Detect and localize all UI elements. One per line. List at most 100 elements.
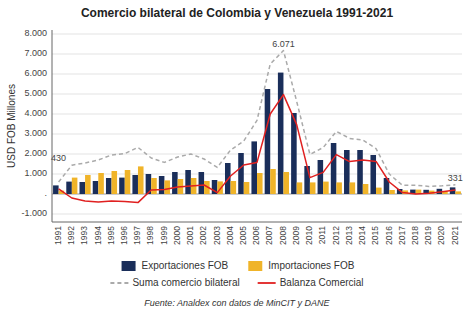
bar: [363, 184, 369, 194]
grid-line: [52, 94, 462, 95]
bar: [376, 188, 382, 194]
chart: Comercio bilateral de Colombia y Venezue…: [0, 0, 474, 317]
x-tick-label: 2019: [423, 226, 433, 245]
bar: [336, 182, 342, 194]
x-tick-label: 2018: [410, 226, 420, 245]
x-axis-line: [52, 222, 462, 223]
x-tick-label: 2014: [357, 226, 367, 245]
bar: [172, 172, 178, 194]
bar: [132, 175, 138, 194]
marks: [53, 51, 461, 203]
x-tick-label: 2005: [238, 226, 248, 245]
x-tick-label: 2006: [251, 226, 261, 245]
y-tick-label: 4.000: [24, 108, 47, 118]
grid-line: [52, 34, 462, 35]
legend: Exportaciones FOB Importaciones FOB Suma c…: [110, 260, 363, 288]
bar: [53, 185, 59, 194]
source: Fuente: Analdex con datos de MinCIT y DA…: [144, 298, 330, 308]
annotation: 430: [51, 153, 66, 163]
bar: [151, 178, 157, 194]
line: [59, 51, 456, 187]
bar: [257, 173, 263, 194]
x-tick-label: 1995: [106, 226, 116, 245]
title: Comercio bilateral de Colombia y Venezue…: [81, 6, 393, 20]
bar: [185, 170, 191, 194]
y-tick-label: 7.000: [24, 48, 47, 58]
grid-line: [52, 214, 462, 215]
bar: [304, 166, 310, 194]
bar: [270, 169, 276, 194]
y-axis-label: USD FOB Millones: [6, 84, 17, 168]
bar: [297, 182, 303, 194]
legend-swatch: [110, 282, 128, 284]
x-tick-label: 2008: [278, 226, 288, 245]
legend-label: Balanza Comercial: [280, 277, 364, 288]
y-axis-line: [52, 30, 53, 222]
legend-item: Importaciones FOB: [248, 260, 354, 271]
bar: [291, 113, 297, 194]
bar: [138, 166, 144, 194]
bar: [278, 73, 284, 194]
x-tick-label: 2007: [264, 226, 274, 245]
legend-row: Exportaciones FOB Importaciones FOB: [122, 260, 355, 271]
grid-line: [52, 54, 462, 55]
bar: [93, 181, 99, 194]
legend-item: Suma comercio bilateral: [110, 277, 239, 288]
x-tick-label: 2015: [370, 226, 380, 245]
bar: [310, 182, 316, 194]
legend-item: Exportaciones FOB: [122, 260, 229, 271]
bar: [119, 178, 125, 194]
x-tick-label: 1996: [119, 226, 129, 245]
bar: [106, 178, 112, 194]
y-tick-label: 1.000: [24, 168, 47, 178]
x-tick-label: 2012: [331, 226, 341, 245]
grid-line: [52, 74, 462, 75]
grid-line: [52, 114, 462, 115]
bar: [66, 182, 72, 194]
x-tick-label: 2021: [450, 226, 460, 245]
bar: [98, 173, 104, 194]
bar: [72, 178, 78, 194]
bar: [159, 176, 165, 194]
x-tick-label: 1993: [79, 226, 89, 245]
bar: [350, 182, 356, 194]
bar: [125, 170, 131, 194]
grid-line: [52, 134, 462, 135]
legend-label: Exportaciones FOB: [142, 260, 229, 271]
x-tick-label: 1998: [145, 226, 155, 245]
x-tick-label: 1992: [66, 226, 76, 245]
x-tick-label: 2010: [304, 226, 314, 245]
legend-swatch: [122, 261, 136, 271]
bar: [344, 150, 350, 194]
bar: [164, 180, 170, 194]
legend-item: Balanza Comercial: [258, 277, 364, 288]
bar: [323, 182, 329, 194]
x-tick-label: 2013: [344, 226, 354, 245]
bar: [199, 172, 205, 194]
bar: [231, 181, 237, 194]
bar: [112, 171, 118, 194]
x-tick-label: 2002: [198, 226, 208, 245]
legend-swatch: [248, 261, 262, 271]
legend-row: Suma comercio bilateral Balanza Comercial: [110, 277, 363, 288]
annotation: 6.071: [272, 39, 295, 49]
bar: [80, 182, 86, 194]
bar: [318, 160, 324, 194]
x-tick-label: 2003: [212, 226, 222, 245]
x-tick-label: 2011: [317, 226, 327, 245]
y-tick-label: -1.000: [21, 208, 47, 218]
grid: [52, 34, 462, 214]
legend-label: Importaciones FOB: [268, 260, 354, 271]
x-tick-label: 1991: [53, 226, 63, 245]
y-tick-label: 6.000: [24, 68, 47, 78]
annotation: 331: [448, 173, 463, 183]
x-tick-label: 1999: [159, 226, 169, 245]
x-tick-label: 2016: [384, 226, 394, 245]
x-tick-label: 1997: [132, 226, 142, 245]
bar: [389, 190, 395, 194]
bar: [238, 153, 244, 194]
bar: [251, 141, 257, 194]
legend-swatch: [258, 282, 276, 284]
y-tick-label: 8.000: [24, 28, 47, 38]
line: [59, 95, 456, 203]
